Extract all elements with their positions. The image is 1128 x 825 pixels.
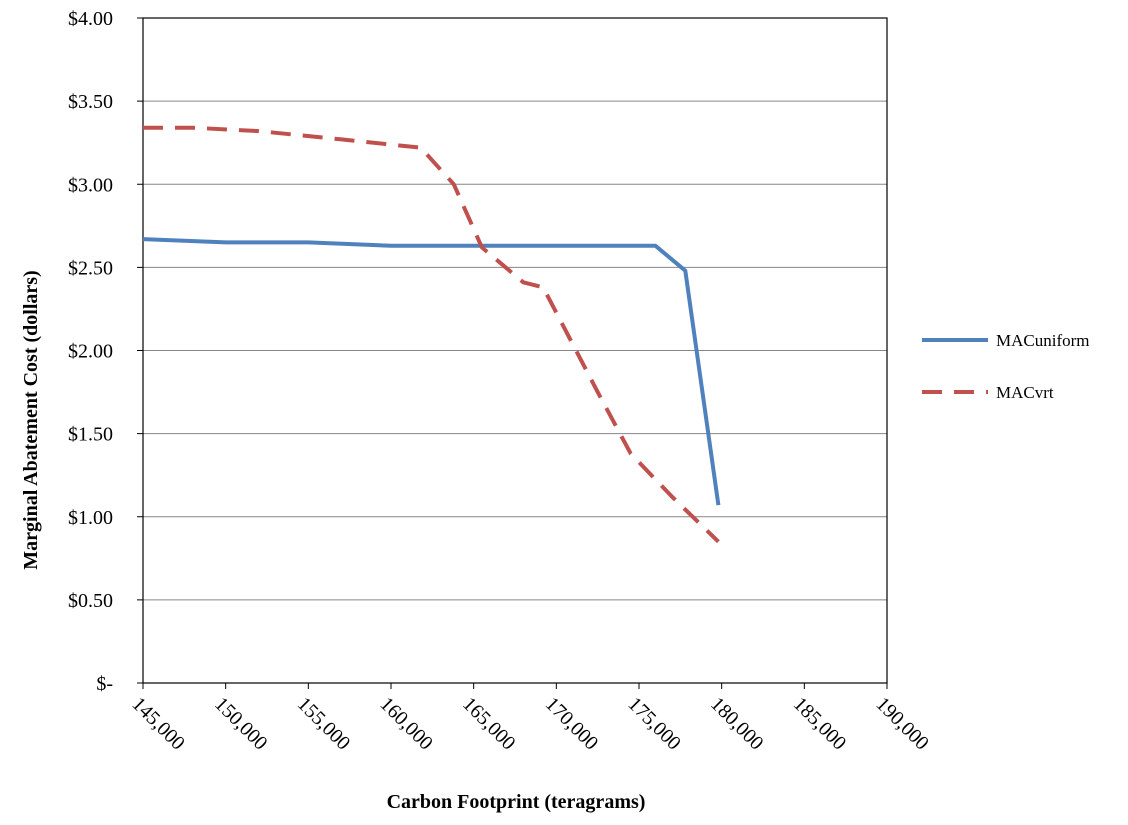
series-line-macuniform bbox=[142, 237, 721, 506]
y-tick-label-4: $2.00 bbox=[68, 341, 113, 363]
x-tick-label-1: 150,000 bbox=[210, 693, 272, 755]
y-axis-title: Marginal Abatement Cost (dollars) bbox=[20, 270, 42, 569]
x-tick-label-0: 145,000 bbox=[127, 693, 189, 755]
y-tick-label-2: $1.00 bbox=[68, 507, 113, 529]
y-tick-label-3: $1.50 bbox=[68, 424, 113, 446]
x-tick-label-8: 185,000 bbox=[789, 693, 851, 755]
x-tick-label-2: 155,000 bbox=[293, 693, 355, 755]
x-tick-label-5: 170,000 bbox=[541, 693, 603, 755]
gridlines bbox=[143, 17, 887, 601]
y-tick-label-6: $3.00 bbox=[68, 174, 113, 196]
legend-label-1: MACvrt bbox=[996, 383, 1054, 402]
y-tick-label-8: $4.00 bbox=[68, 8, 113, 30]
x-tick-label-3: 160,000 bbox=[375, 693, 437, 755]
series-lines bbox=[142, 125, 721, 544]
x-tick-label-9: 190,000 bbox=[871, 693, 933, 755]
y-tick-label-5: $2.50 bbox=[68, 257, 113, 279]
series-line-macvrt bbox=[143, 125, 720, 544]
x-axis-ticks: 145,000 150,000 155,000 160,000 165,000 170,0… bbox=[127, 683, 933, 754]
x-tick-label-7: 180,000 bbox=[706, 693, 768, 755]
x-tick-label-4: 165,000 bbox=[458, 693, 520, 755]
y-tick-label-0: $- bbox=[96, 673, 113, 695]
y-tick-label-7: $3.50 bbox=[68, 91, 113, 113]
x-tick-label-6: 175,000 bbox=[623, 693, 685, 755]
y-tick-label-1: $0.50 bbox=[68, 590, 113, 612]
y-axis-ticks: $- $0.50 $1.00 $1.50 $2.00 $2.50 $3.00 $3.50 $4.… bbox=[68, 8, 143, 695]
legend-label-0: MACuniform bbox=[996, 331, 1090, 350]
legend: MACuniform MACvrt bbox=[922, 331, 1090, 402]
x-axis-title: Carbon Footprint (teragrams) bbox=[387, 791, 646, 813]
